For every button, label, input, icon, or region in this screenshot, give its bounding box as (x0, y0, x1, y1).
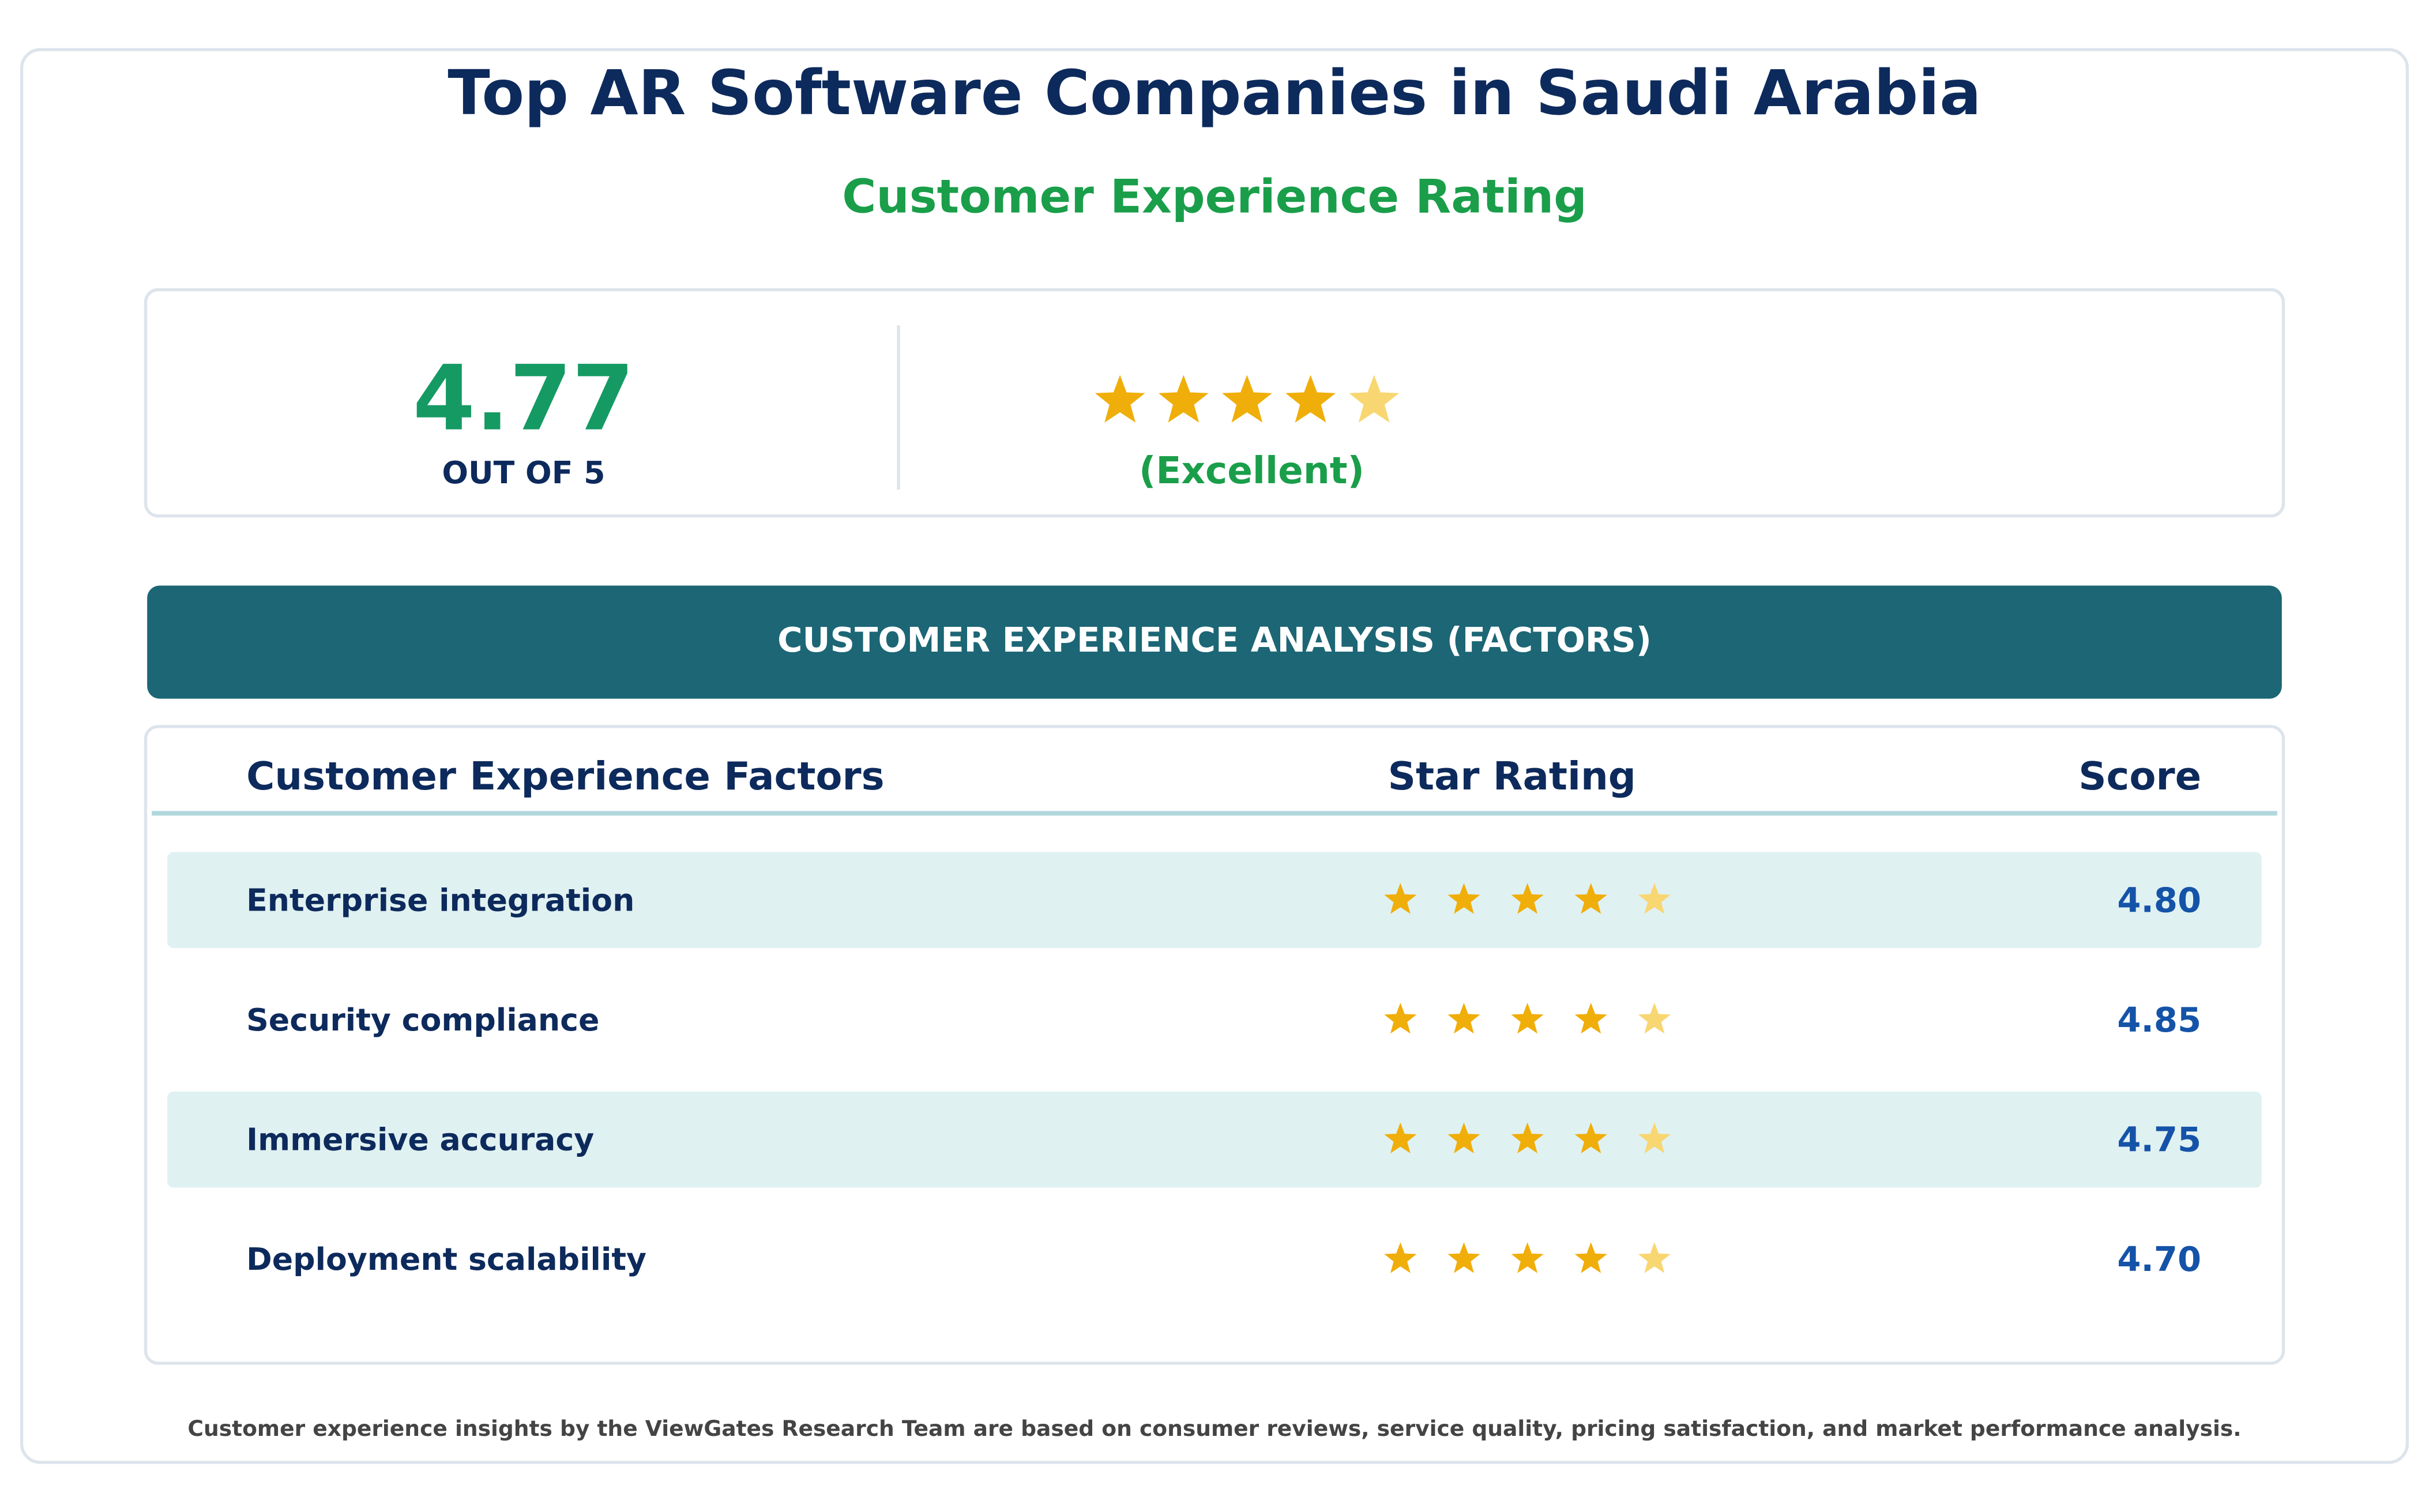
star-icon (1447, 883, 1480, 914)
star-icon (1384, 1002, 1417, 1034)
factor-label: Enterprise integration (246, 882, 634, 918)
star-icon (1574, 1242, 1607, 1273)
factor-score: 4.75 (2117, 1120, 2201, 1160)
table-rows: Enterprise integration 4.80 Security compl… (167, 852, 2262, 1279)
section-banner (147, 585, 2282, 699)
factor-score: 4.85 (2117, 1000, 2201, 1040)
star-icon (1384, 883, 1417, 914)
star-icon (1511, 883, 1544, 914)
star-icon (1638, 1122, 1671, 1154)
footnote: Customer experience insights by the View… (187, 1416, 2241, 1441)
star-icon (1349, 375, 1400, 423)
star-icon (1158, 375, 1209, 423)
section-title: CUSTOMER EXPERIENCE ANALYSIS (FACTORS) (777, 620, 1652, 660)
star-icon (1574, 1122, 1607, 1154)
scale-label: OUT OF 5 (442, 454, 605, 491)
star-icon (1447, 1002, 1480, 1034)
star-icon (1574, 1002, 1607, 1034)
star-icon (1095, 375, 1145, 423)
factor-label: Security compliance (246, 1002, 599, 1038)
overall-score: 4.77 (413, 345, 634, 450)
title: Top AR Software Companies in Saudi Arabi… (448, 57, 1981, 129)
factor-score: 4.70 (2117, 1239, 2201, 1279)
star-icon (1221, 375, 1272, 423)
star-icon (1384, 1122, 1417, 1154)
star-icon (1511, 1002, 1544, 1034)
star-icon (1285, 375, 1336, 423)
factor-label: Immersive accuracy (246, 1122, 594, 1158)
star-icon (1638, 1242, 1671, 1273)
summary-stars (1095, 375, 1400, 423)
factor-score: 4.80 (2117, 880, 2201, 920)
row-band (167, 852, 2262, 949)
star-icon (1447, 1122, 1480, 1154)
column-header: Customer Experience Factors (246, 754, 885, 799)
star-icon (1574, 883, 1607, 914)
summary-box (144, 288, 2285, 518)
column-header: Score (2078, 754, 2201, 799)
star-icon (1447, 1242, 1480, 1273)
rating-label: (Excellent) (1139, 449, 1364, 492)
star-icon (1511, 1122, 1544, 1154)
star-icon (1511, 1242, 1544, 1273)
row-band (167, 1091, 2262, 1188)
star-icon (1638, 883, 1671, 914)
factor-label: Deployment scalability (246, 1241, 646, 1277)
subtitle: Customer Experience Rating (842, 170, 1587, 224)
column-header: Star Rating (1388, 754, 1636, 799)
star-icon (1638, 1002, 1671, 1034)
star-icon (1384, 1242, 1417, 1273)
